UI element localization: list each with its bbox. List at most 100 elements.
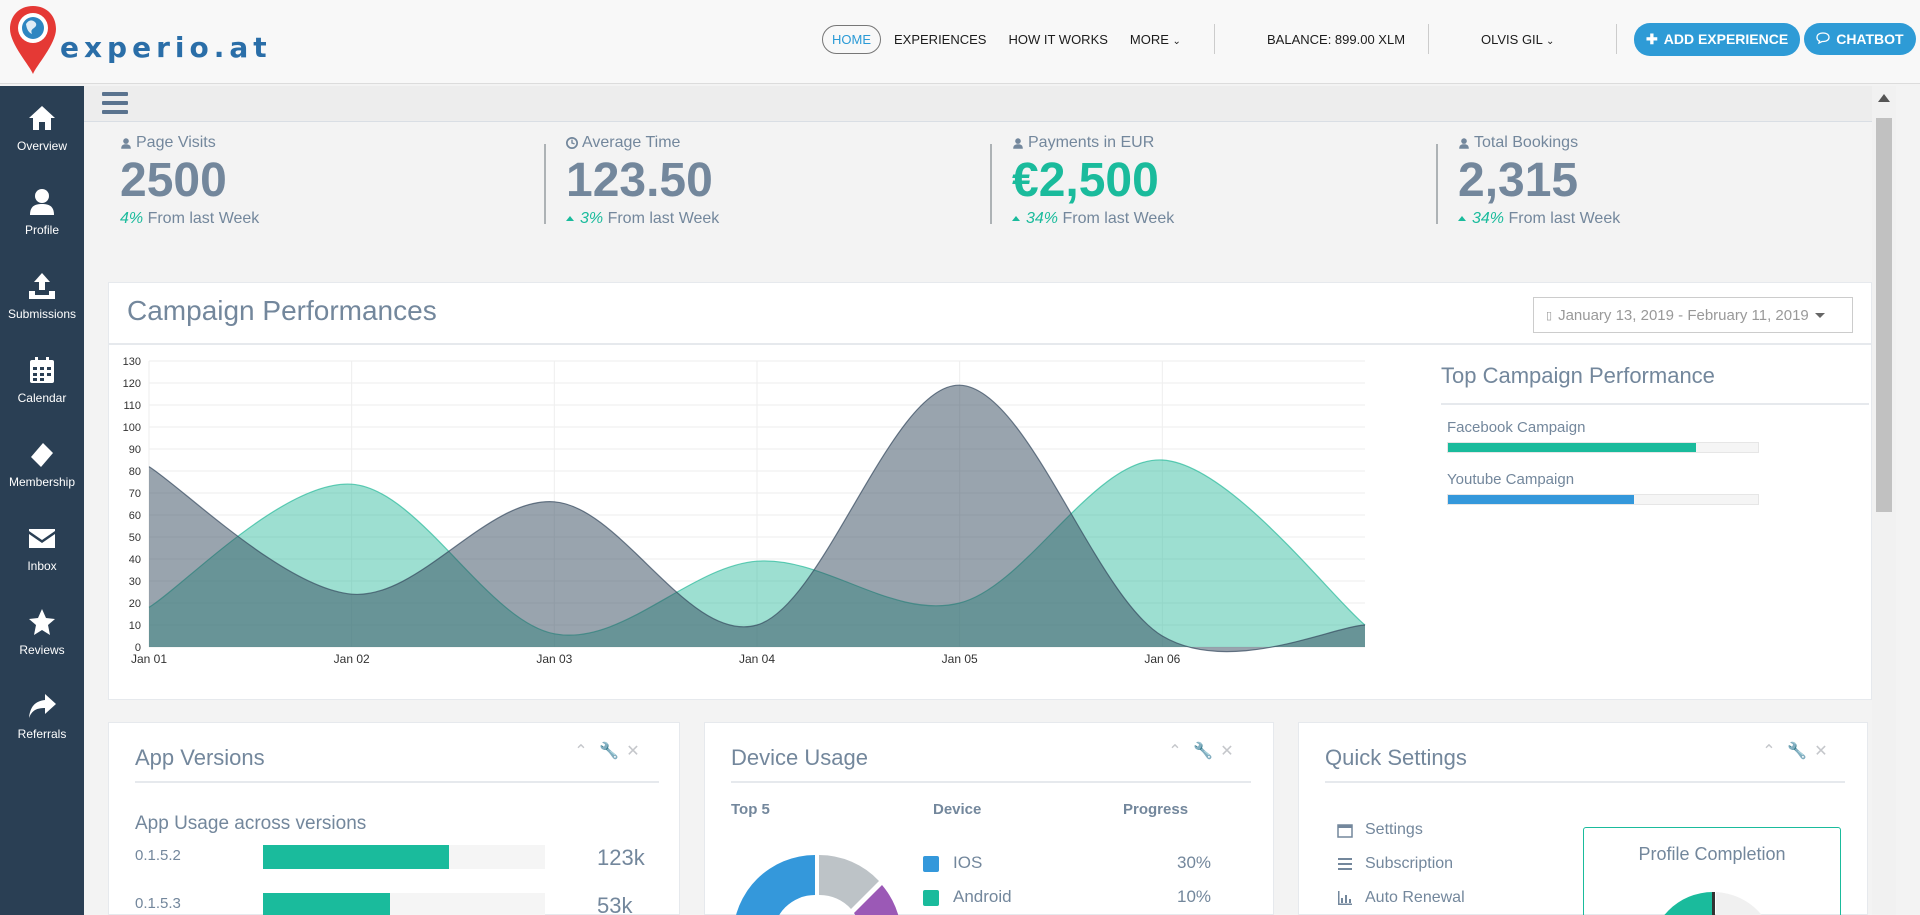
stat-payments: Payments in EUR €2,500 34% From last Wee… xyxy=(1012,134,1174,244)
y-tick-label: 60 xyxy=(129,510,141,522)
stat-divider xyxy=(544,144,546,224)
campaign-progress-fill xyxy=(1448,443,1696,452)
top-campaign-section: Top Campaign Performance Facebook Campai… xyxy=(1441,363,1869,505)
sidebar-item-label: Inbox xyxy=(27,559,57,573)
stat-change: 3% xyxy=(580,210,604,227)
chatbot-button[interactable]: CHATBOT xyxy=(1804,23,1916,55)
widget-tools: ⌃ 🔧 ✕ xyxy=(1761,743,1829,759)
stat-suffix: From last Week xyxy=(1062,210,1175,227)
balance-display: BALANCE: 899.00 XLM xyxy=(1267,31,1406,47)
x-tick-label: Jan 03 xyxy=(536,652,572,666)
y-tick-label: 90 xyxy=(129,444,141,456)
widget-title: Device Usage xyxy=(731,745,868,770)
campaign-progress-bar xyxy=(1447,442,1759,453)
y-tick-label: 70 xyxy=(129,488,141,500)
sidebar-item-calendar[interactable]: Calendar xyxy=(0,338,84,422)
nav-home[interactable]: HOME xyxy=(822,24,881,54)
sidebar-item-submissions[interactable]: Submissions xyxy=(0,254,84,338)
quick-setting-auto-renewal[interactable]: Auto Renewal xyxy=(1337,889,1465,907)
legend-swatch xyxy=(923,889,939,906)
nav-more-label: MORE xyxy=(1129,31,1169,47)
scroll-up-arrow-icon[interactable] xyxy=(1878,94,1890,102)
brand-logo[interactable]: experio.at xyxy=(8,4,272,76)
sidebar-item-overview[interactable]: Overview xyxy=(0,86,84,170)
menu-toggle-icon[interactable] xyxy=(102,92,128,114)
envelope-icon xyxy=(29,529,55,548)
sidebar-item-membership[interactable]: Membership xyxy=(0,422,84,506)
divider xyxy=(731,781,1251,783)
chat-bubble-icon xyxy=(1816,31,1830,47)
map-pin-logo-icon xyxy=(8,4,58,76)
stat-suffix: From last Week xyxy=(1508,210,1621,227)
sidebar-item-referrals[interactable]: Referrals xyxy=(0,674,84,758)
user-icon xyxy=(1013,137,1023,149)
nav-divider xyxy=(1214,24,1215,54)
stats-row: Page Visits 2500 4% From last Week Avera… xyxy=(120,134,1880,246)
y-tick-label: 10 xyxy=(129,620,141,632)
user-menu-button[interactable]: OLVIS GIL ⌄ xyxy=(1472,26,1563,53)
quick-setting-subscription[interactable]: Subscription xyxy=(1337,855,1453,873)
user-menu: OLVIS GIL ⌄ xyxy=(1470,0,1565,78)
collapse-icon[interactable]: ⌃ xyxy=(1762,741,1776,760)
wrench-icon[interactable]: 🔧 xyxy=(1193,741,1213,760)
y-tick-label: 80 xyxy=(129,466,141,478)
nav-experiences[interactable]: EXPERIENCES xyxy=(894,31,987,47)
device-name: IOS xyxy=(953,853,983,872)
version-row: 0.1.5.2 123k xyxy=(135,845,655,871)
sidebar-item-profile[interactable]: Profile xyxy=(0,170,84,254)
device-header: Device xyxy=(933,801,982,818)
date-range-picker[interactable]: ▯ January 13, 2019 - February 11, 2019 xyxy=(1533,297,1853,333)
close-icon[interactable]: ✕ xyxy=(1220,741,1234,760)
home-icon xyxy=(29,106,55,130)
wrench-icon[interactable]: 🔧 xyxy=(1787,741,1807,760)
sidebar-item-inbox[interactable]: Inbox xyxy=(0,506,84,590)
date-range-label: January 13, 2019 - February 11, 2019 xyxy=(1558,306,1809,324)
sidebar-item-reviews[interactable]: Reviews xyxy=(0,590,84,674)
stat-change: 4% xyxy=(120,210,144,227)
stat-divider xyxy=(990,144,992,224)
version-progress-fill xyxy=(263,845,450,869)
version-progress-fill xyxy=(263,893,390,915)
x-tick-label: Jan 06 xyxy=(1144,652,1180,666)
add-experience-button[interactable]: ✚ ADD EXPERIENCE xyxy=(1634,22,1801,56)
brand-name: experio.at xyxy=(60,30,272,64)
ticket-icon xyxy=(31,443,53,467)
profile-completion-card: Profile Completion xyxy=(1583,827,1841,915)
legend-swatch xyxy=(923,855,939,872)
up-arrow-icon xyxy=(1012,216,1020,222)
nav-more[interactable]: MORE ⌄ xyxy=(1121,26,1190,53)
campaign-title: Campaign Performances xyxy=(127,295,437,326)
nav-divider xyxy=(1616,24,1617,54)
chevron-down-icon: ⌄ xyxy=(1546,35,1555,47)
page-scrollbar[interactable] xyxy=(1872,86,1896,915)
caret-down-icon xyxy=(1814,312,1825,318)
collapse-icon[interactable]: ⌃ xyxy=(1168,741,1182,760)
x-tick-label: Jan 02 xyxy=(334,652,370,666)
list-icon xyxy=(1338,858,1352,870)
nav-how-it-works[interactable]: HOW IT WORKS xyxy=(1008,31,1108,47)
scroll-thumb[interactable] xyxy=(1876,118,1892,512)
action-buttons: ✚ ADD EXPERIENCE CHATBOT xyxy=(1634,0,1916,78)
close-icon[interactable]: ✕ xyxy=(1814,741,1828,760)
version-label: 0.1.5.3 xyxy=(135,895,181,912)
up-arrow-icon xyxy=(566,216,574,222)
series-area xyxy=(149,385,1365,652)
version-label: 0.1.5.2 xyxy=(135,847,181,864)
stat-title: Total Bookings xyxy=(1474,134,1579,151)
close-icon[interactable]: ✕ xyxy=(626,741,640,760)
chevron-down-icon: ⌄ xyxy=(1172,35,1181,47)
user-icon xyxy=(121,137,131,149)
top-campaign-title: Top Campaign Performance xyxy=(1441,363,1869,405)
stat-value: €2,500 xyxy=(1012,154,1159,207)
chatbot-label: CHATBOT xyxy=(1836,31,1904,47)
widget-tools: ⌃ 🔧 ✕ xyxy=(1167,743,1235,759)
version-row: 0.1.5.3 53k xyxy=(135,893,655,915)
y-tick-label: 0 xyxy=(135,642,141,654)
quick-setting-settings[interactable]: Settings xyxy=(1337,821,1423,839)
user-icon xyxy=(1459,137,1469,149)
bar-chart-icon xyxy=(1338,891,1352,905)
collapse-icon[interactable]: ⌃ xyxy=(574,741,588,760)
device-row: IOS xyxy=(923,853,982,877)
stat-title: Payments in EUR xyxy=(1028,134,1155,151)
wrench-icon[interactable]: 🔧 xyxy=(599,741,619,760)
